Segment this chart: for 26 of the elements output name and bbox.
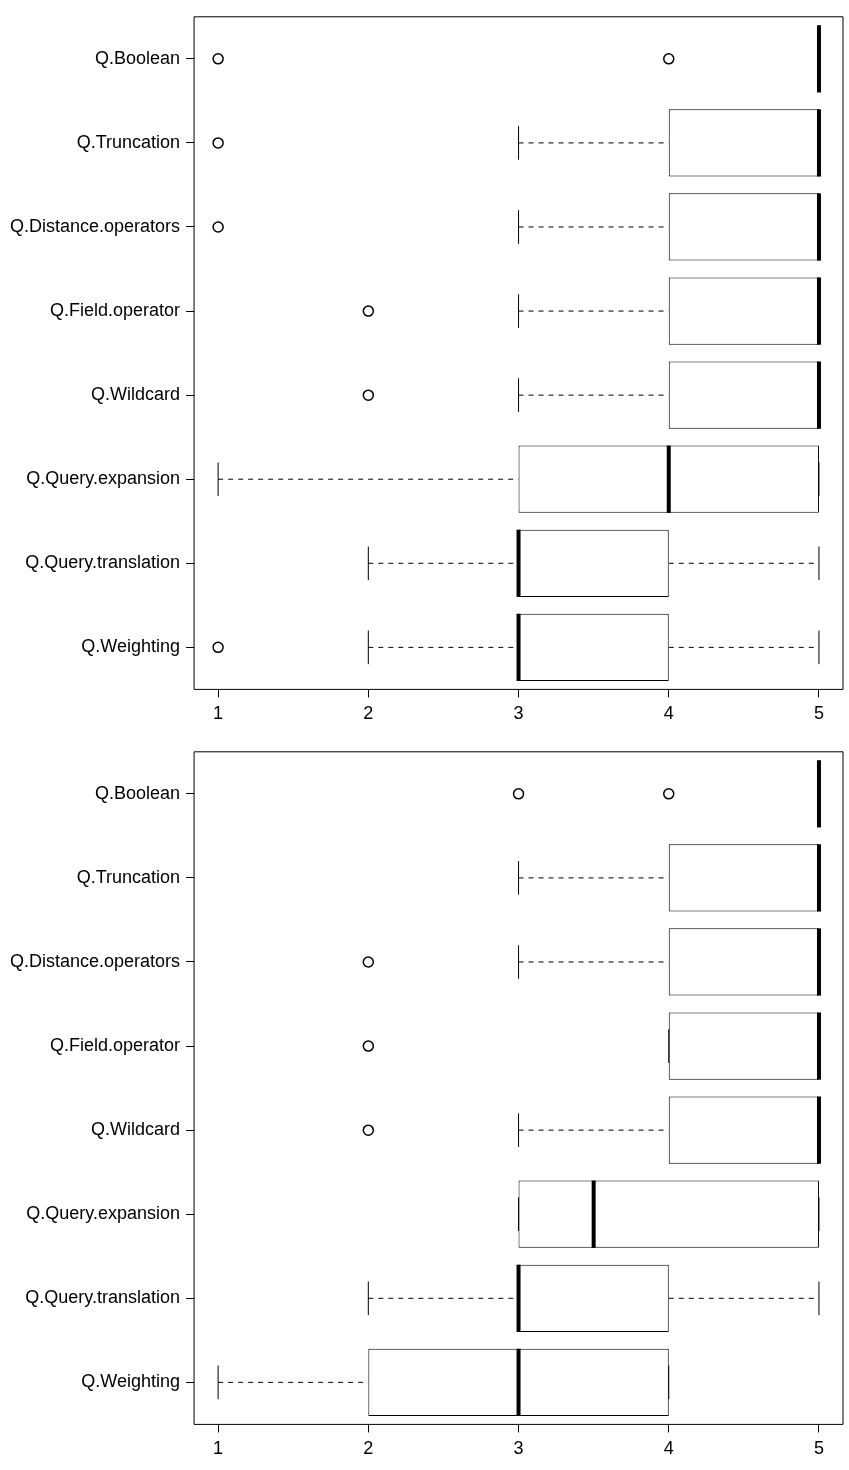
y-tick-label: Q.Query.translation <box>25 552 181 573</box>
y-tick-label: Q.Wildcard <box>91 384 181 405</box>
x-tick-label: 1 <box>213 703 224 724</box>
y-tick-label: Q.Distance.operators <box>10 215 181 236</box>
x-tick-label: 1 <box>213 1438 224 1459</box>
y-tick-label: Q.Truncation <box>76 131 181 152</box>
y-tick-label: Q.Weighting <box>81 636 181 657</box>
y-tick-label: Q.Field.operator <box>50 1035 181 1056</box>
x-tick-label: 3 <box>513 703 524 724</box>
x-tick-label: 3 <box>513 1438 524 1459</box>
y-tick-label: Q.Query.expansion <box>26 1203 181 1224</box>
x-tick-label: 5 <box>813 1438 824 1459</box>
x-tick-label: 5 <box>813 703 824 724</box>
y-tick-label: Q.Field.operator <box>50 300 181 321</box>
x-tick-label: 2 <box>363 1438 374 1459</box>
y-tick-label: Q.Query.expansion <box>26 468 181 489</box>
y-tick-label: Q.Weighting <box>81 1371 181 1392</box>
y-tick-label: Q.Truncation <box>76 866 181 887</box>
y-tick-label: Q.Boolean <box>95 47 181 68</box>
x-tick-label: 2 <box>363 703 374 724</box>
y-tick-label: Q.Wildcard <box>91 1119 181 1140</box>
y-tick-label: Q.Distance.operators <box>10 950 181 971</box>
x-tick-label: 4 <box>663 703 674 724</box>
y-tick-label: Q.Query.translation <box>25 1287 181 1308</box>
y-tick-label: Q.Boolean <box>95 782 181 803</box>
x-tick-label: 4 <box>663 1438 674 1459</box>
